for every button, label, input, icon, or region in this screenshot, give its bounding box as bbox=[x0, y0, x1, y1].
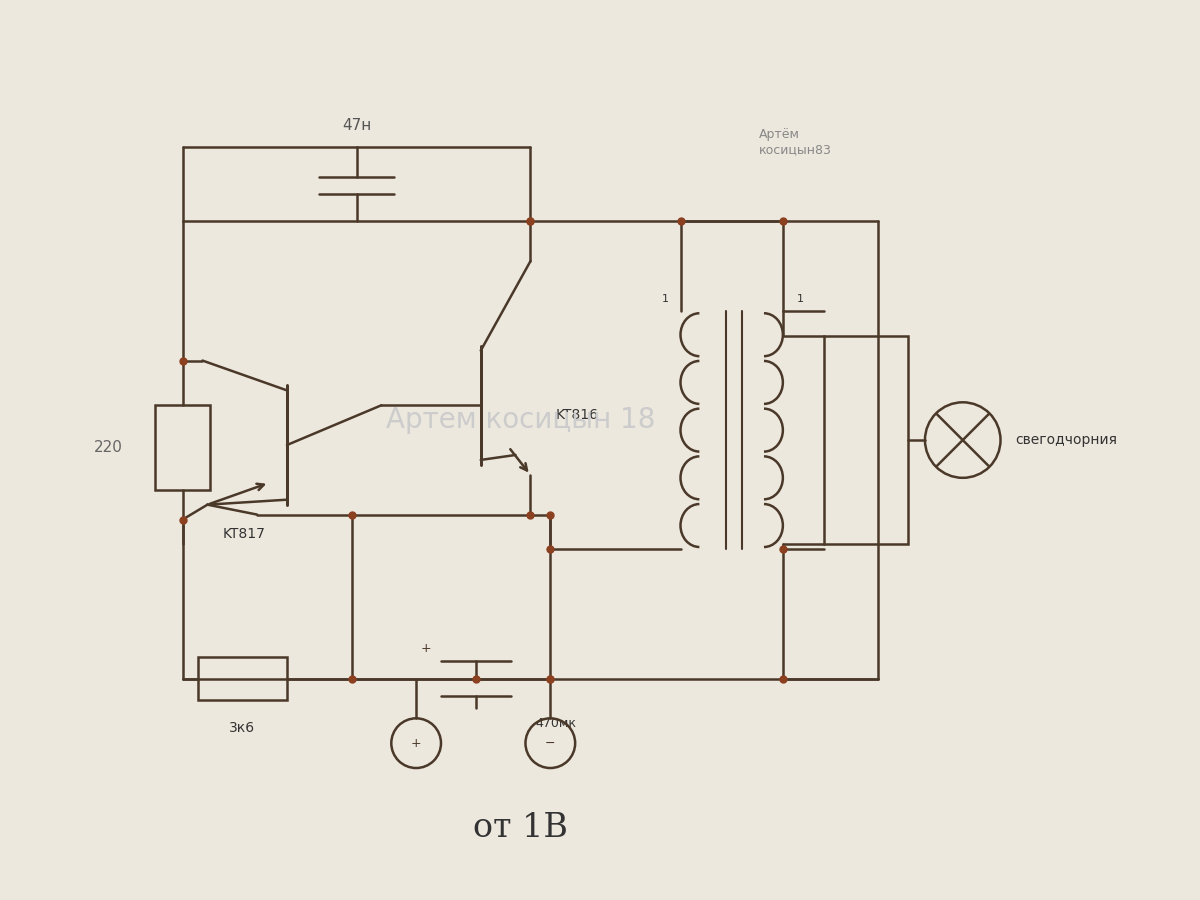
Text: 1: 1 bbox=[797, 294, 804, 304]
Text: Артём
косицын83: Артём косицын83 bbox=[760, 128, 832, 156]
Text: −: − bbox=[545, 737, 556, 750]
Text: KT816: KT816 bbox=[556, 409, 599, 422]
Text: 47н: 47н bbox=[342, 118, 371, 132]
Text: 3к6: 3к6 bbox=[229, 721, 256, 735]
Text: +: + bbox=[410, 737, 421, 750]
Text: +: + bbox=[421, 643, 431, 655]
Text: 1: 1 bbox=[662, 294, 670, 304]
Bar bbox=[155, 405, 210, 490]
Bar bbox=[823, 336, 908, 544]
Text: свегодчорния: свегодчорния bbox=[1015, 433, 1117, 447]
Text: 220: 220 bbox=[94, 440, 122, 455]
Bar bbox=[198, 657, 287, 700]
Text: от 1В: от 1В bbox=[473, 812, 568, 843]
Text: Артем косицын 18: Артем косицын 18 bbox=[386, 406, 655, 434]
Text: KT817: KT817 bbox=[222, 527, 265, 542]
Text: 470мк: 470мк bbox=[535, 716, 576, 730]
